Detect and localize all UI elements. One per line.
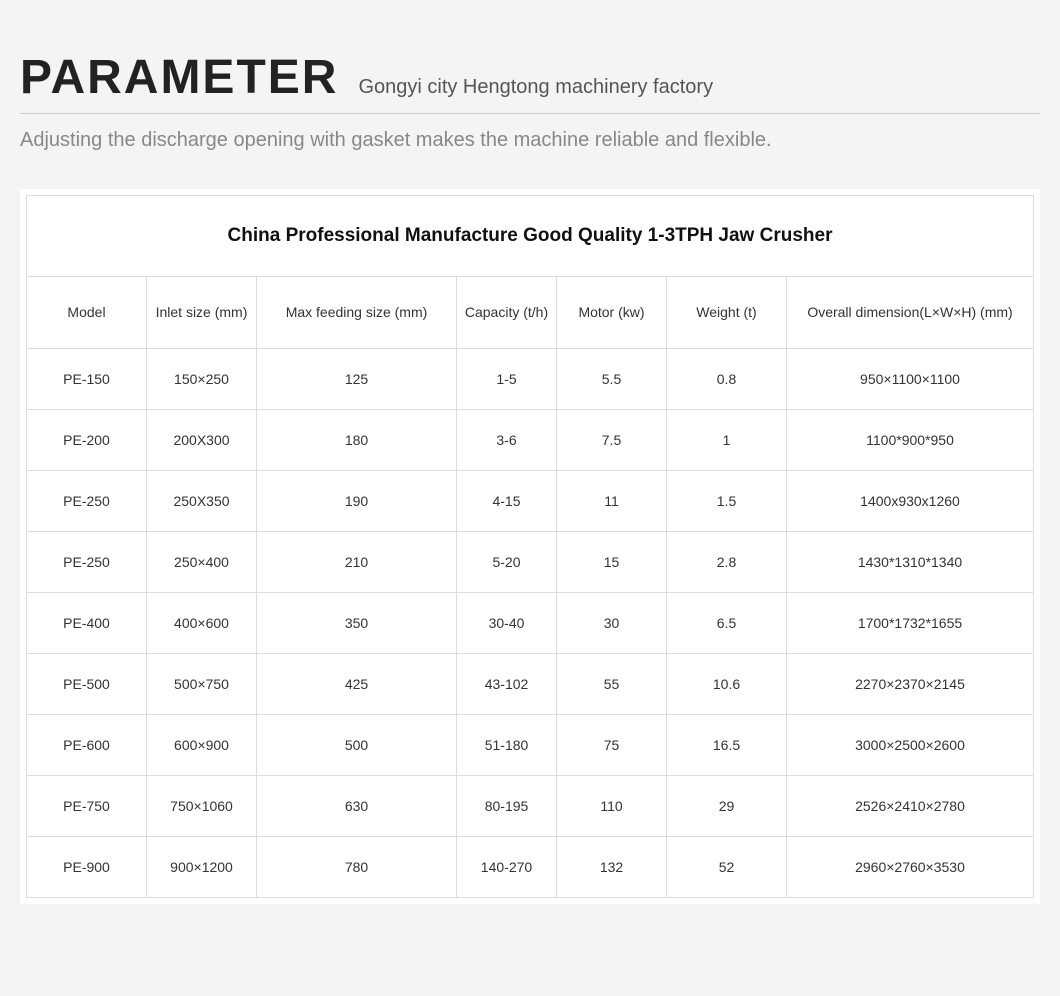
table-cell: 3000×2500×2600 [787, 714, 1034, 775]
table-row: PE-900900×1200780140-270132522960×2760×3… [27, 836, 1034, 897]
table-cell: PE-200 [27, 409, 147, 470]
table-cell: 30 [557, 592, 667, 653]
table-body: PE-150150×2501251-55.50.8950×1100×1100PE… [27, 348, 1034, 897]
table-cell: PE-150 [27, 348, 147, 409]
table-cell: 1100*900*950 [787, 409, 1034, 470]
table-cell: PE-250 [27, 470, 147, 531]
table-row: PE-750750×106063080-195110292526×2410×27… [27, 775, 1034, 836]
parameter-table: China Professional Manufacture Good Qual… [26, 195, 1034, 898]
table-cell: 5-20 [457, 531, 557, 592]
table-cell: PE-600 [27, 714, 147, 775]
table-cell: 210 [257, 531, 457, 592]
table-cell: 0.8 [667, 348, 787, 409]
table-cell: 55 [557, 653, 667, 714]
table-cell: 10.6 [667, 653, 787, 714]
table-cell: 900×1200 [147, 836, 257, 897]
table-cell: 150×250 [147, 348, 257, 409]
table-cell: 3-6 [457, 409, 557, 470]
table-row: PE-250250X3501904-15111.51400x930x1260 [27, 470, 1034, 531]
header-region: PARAMETER Gongyi city Hengtong machinery… [20, 20, 1040, 164]
table-cell: 1.5 [667, 470, 787, 531]
col-feed: Max feeding size (mm) [257, 277, 457, 349]
table-cell: 1-5 [457, 348, 557, 409]
col-capacity: Capacity (t/h) [457, 277, 557, 349]
table-cell: 1700*1732*1655 [787, 592, 1034, 653]
table-cell: 2960×2760×3530 [787, 836, 1034, 897]
col-inlet: Inlet size (mm) [147, 277, 257, 349]
title-row: PARAMETER Gongyi city Hengtong machinery… [20, 50, 1040, 114]
table-cell: 75 [557, 714, 667, 775]
table-cell: 132 [557, 836, 667, 897]
page-title: PARAMETER [20, 50, 338, 105]
table-row: PE-150150×2501251-55.50.8950×1100×1100 [27, 348, 1034, 409]
table-cell: 1430*1310*1340 [787, 531, 1034, 592]
table-cell: 7.5 [557, 409, 667, 470]
table-row: PE-600600×90050051-1807516.53000×2500×26… [27, 714, 1034, 775]
table-cell: PE-250 [27, 531, 147, 592]
table-cell: 30-40 [457, 592, 557, 653]
table-caption: China Professional Manufacture Good Qual… [27, 196, 1034, 277]
table-cell: 400×600 [147, 592, 257, 653]
table-cell: 140-270 [457, 836, 557, 897]
table-cell: 4-15 [457, 470, 557, 531]
table-cell: 51-180 [457, 714, 557, 775]
table-header-row: Model Inlet size (mm) Max feeding size (… [27, 277, 1034, 349]
table-cell: PE-900 [27, 836, 147, 897]
table-cell: 2.8 [667, 531, 787, 592]
table-row: PE-200200X3001803-67.511100*900*950 [27, 409, 1034, 470]
table-cell: 15 [557, 531, 667, 592]
table-cell: 180 [257, 409, 457, 470]
table-row: PE-500500×75042543-1025510.62270×2370×21… [27, 653, 1034, 714]
table-cell: 250×400 [147, 531, 257, 592]
table-cell: 5.5 [557, 348, 667, 409]
table-cell: 200X300 [147, 409, 257, 470]
table-row: PE-400400×60035030-40306.51700*1732*1655 [27, 592, 1034, 653]
table-cell: 630 [257, 775, 457, 836]
col-model: Model [27, 277, 147, 349]
table-cell: 11 [557, 470, 667, 531]
table-cell: 500 [257, 714, 457, 775]
col-motor: Motor (kw) [557, 277, 667, 349]
table-cell: 6.5 [667, 592, 787, 653]
table-cell: PE-750 [27, 775, 147, 836]
table-cell: 350 [257, 592, 457, 653]
table-cell: 16.5 [667, 714, 787, 775]
page-description: Adjusting the discharge opening with gas… [20, 126, 1040, 154]
table-cell: 425 [257, 653, 457, 714]
table-cell: PE-500 [27, 653, 147, 714]
table-cell: 125 [257, 348, 457, 409]
table-row: PE-250250×4002105-20152.81430*1310*1340 [27, 531, 1034, 592]
col-dimension: Overall dimension(L×W×H) (mm) [787, 277, 1034, 349]
table-cell: 190 [257, 470, 457, 531]
table-cell: 250X350 [147, 470, 257, 531]
table-cell: 1 [667, 409, 787, 470]
table-cell: PE-400 [27, 592, 147, 653]
table-cell: 80-195 [457, 775, 557, 836]
table-cell: 2270×2370×2145 [787, 653, 1034, 714]
parameter-table-container: China Professional Manufacture Good Qual… [20, 189, 1040, 904]
table-cell: 750×1060 [147, 775, 257, 836]
table-cell: 52 [667, 836, 787, 897]
table-cell: 600×900 [147, 714, 257, 775]
table-cell: 780 [257, 836, 457, 897]
col-weight: Weight (t) [667, 277, 787, 349]
table-cell: 500×750 [147, 653, 257, 714]
table-cell: 29 [667, 775, 787, 836]
table-cell: 43-102 [457, 653, 557, 714]
table-cell: 2526×2410×2780 [787, 775, 1034, 836]
table-cell: 1400x930x1260 [787, 470, 1034, 531]
table-cell: 950×1100×1100 [787, 348, 1034, 409]
table-cell: 110 [557, 775, 667, 836]
page-subtitle: Gongyi city Hengtong machinery factory [358, 76, 713, 99]
